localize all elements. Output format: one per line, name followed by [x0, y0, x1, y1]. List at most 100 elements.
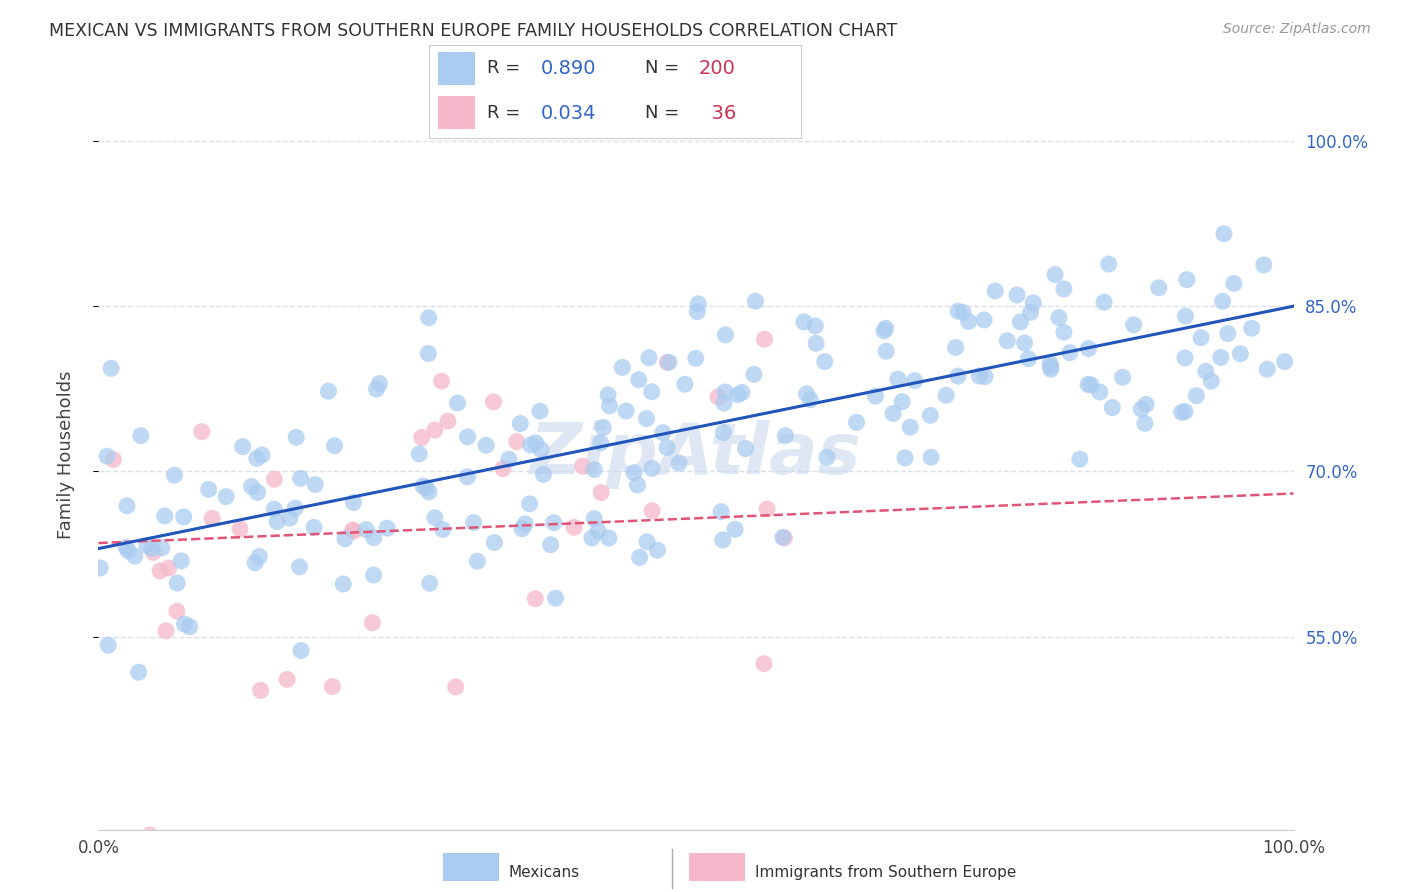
- Point: [1092, 295, 1115, 310]
- Point: [772, 530, 794, 544]
- Point: [170, 554, 193, 568]
- Point: [1022, 296, 1045, 310]
- Point: [163, 468, 186, 483]
- Point: [342, 495, 364, 509]
- Point: [935, 388, 957, 402]
- Point: [1014, 336, 1036, 351]
- Point: [1229, 347, 1251, 361]
- Point: [342, 523, 364, 537]
- Point: [891, 394, 914, 409]
- Text: Source: ZipAtlas.com: Source: ZipAtlas.com: [1223, 22, 1371, 37]
- Point: [592, 420, 614, 434]
- Point: [804, 336, 827, 351]
- Point: [1170, 405, 1192, 419]
- Point: [498, 452, 520, 467]
- Point: [638, 351, 661, 365]
- Point: [873, 324, 896, 338]
- Point: [128, 665, 150, 680]
- Point: [875, 344, 897, 359]
- Point: [957, 314, 980, 328]
- Point: [215, 490, 238, 504]
- Point: [775, 428, 797, 442]
- Point: [754, 332, 776, 346]
- Point: [571, 459, 593, 474]
- Point: [1077, 377, 1099, 392]
- Y-axis label: Family Households: Family Households: [56, 371, 75, 539]
- Point: [1212, 294, 1234, 309]
- Point: [1101, 401, 1123, 415]
- Point: [197, 483, 219, 497]
- Point: [686, 304, 709, 318]
- Point: [240, 479, 263, 493]
- Point: [1019, 305, 1042, 319]
- Point: [142, 545, 165, 559]
- Point: [685, 351, 707, 366]
- Point: [714, 327, 737, 342]
- Text: R =: R =: [486, 104, 526, 122]
- Point: [129, 428, 152, 442]
- Point: [263, 472, 285, 486]
- Point: [969, 369, 991, 384]
- Point: [1174, 309, 1197, 323]
- Point: [153, 508, 176, 523]
- Point: [363, 568, 385, 582]
- Point: [437, 414, 460, 428]
- Point: [591, 485, 613, 500]
- Point: [583, 462, 606, 476]
- Point: [290, 643, 312, 657]
- Point: [276, 673, 298, 687]
- Point: [290, 471, 312, 485]
- Point: [814, 354, 837, 368]
- Point: [232, 440, 254, 454]
- Point: [173, 509, 195, 524]
- Point: [456, 470, 478, 484]
- Point: [1253, 258, 1275, 272]
- Point: [1174, 351, 1197, 365]
- Point: [1017, 351, 1039, 366]
- Point: [1174, 404, 1197, 418]
- Point: [1223, 277, 1246, 291]
- Point: [1213, 227, 1236, 241]
- Point: [544, 591, 567, 606]
- Point: [673, 377, 696, 392]
- Point: [250, 448, 273, 462]
- Point: [375, 521, 398, 535]
- Point: [201, 511, 224, 525]
- Point: [509, 417, 531, 431]
- Point: [408, 447, 430, 461]
- Point: [418, 310, 440, 325]
- Point: [1080, 378, 1102, 392]
- Point: [845, 415, 868, 429]
- Point: [945, 341, 967, 355]
- Point: [179, 620, 201, 634]
- Point: [100, 361, 122, 376]
- Point: [475, 438, 498, 452]
- Point: [155, 624, 177, 638]
- Point: [894, 450, 917, 465]
- Point: [457, 430, 479, 444]
- Point: [412, 479, 434, 493]
- Point: [724, 522, 747, 536]
- Point: [492, 461, 515, 475]
- Point: [756, 502, 779, 516]
- Text: 0.034: 0.034: [540, 104, 596, 123]
- Point: [596, 388, 619, 402]
- Point: [1111, 370, 1133, 384]
- Point: [302, 520, 325, 534]
- Point: [793, 315, 815, 329]
- Point: [920, 450, 942, 465]
- Point: [540, 538, 562, 552]
- Point: [1240, 321, 1263, 335]
- Point: [562, 520, 585, 534]
- Text: Immigrants from Southern Europe: Immigrants from Southern Europe: [755, 865, 1017, 880]
- Point: [974, 369, 997, 384]
- Point: [524, 436, 547, 450]
- Point: [641, 384, 664, 399]
- Point: [627, 373, 650, 387]
- Point: [641, 461, 664, 475]
- Point: [636, 534, 658, 549]
- Point: [1135, 397, 1157, 411]
- Point: [626, 478, 648, 492]
- Point: [1147, 281, 1170, 295]
- Text: N =: N =: [645, 104, 685, 122]
